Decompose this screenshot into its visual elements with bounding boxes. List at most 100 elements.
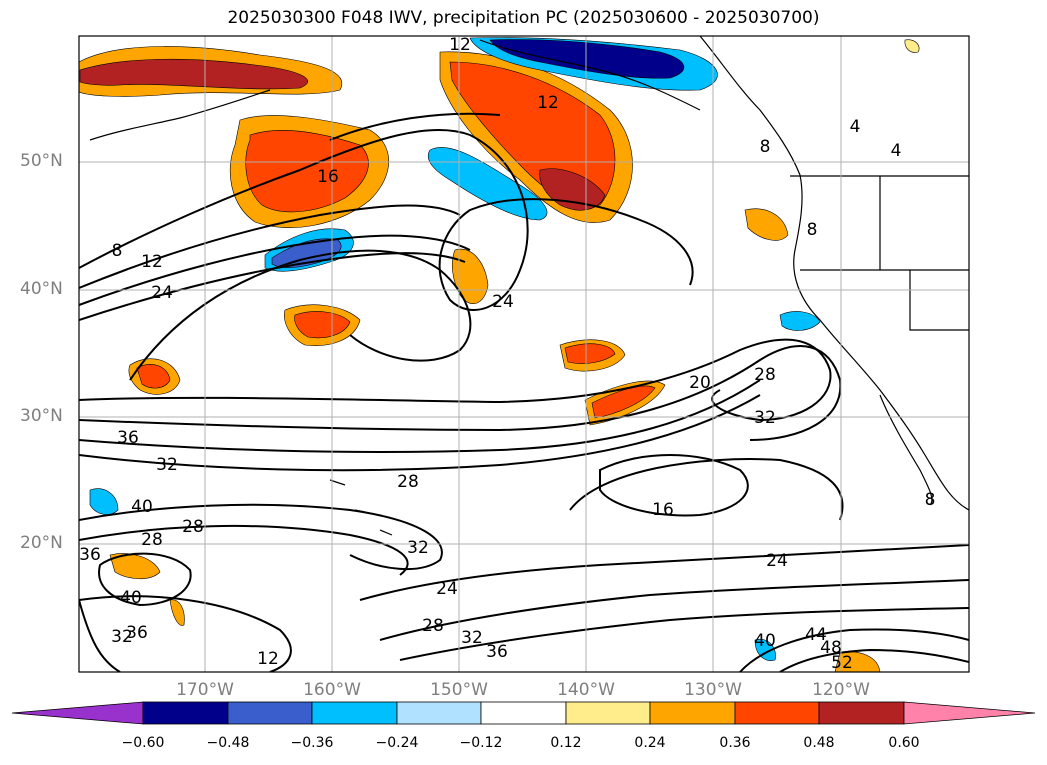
contour-line — [79, 128, 694, 311]
colorbar-tick: −0.60 — [121, 735, 165, 751]
contour-label: 4 — [850, 117, 861, 137]
contour-line — [779, 648, 969, 672]
contour-line — [79, 599, 121, 672]
contour-line — [79, 503, 443, 571]
lat-label-30n: 30°N — [20, 406, 63, 426]
colorbar-tick: −0.48 — [206, 735, 250, 751]
colorbar-segment — [565, 701, 651, 725]
contour-label: 8 — [112, 241, 123, 261]
lon-label-150w: 150°W — [430, 680, 488, 700]
colorbar-extend-low — [11, 701, 144, 725]
contour-line — [79, 524, 409, 576]
precip-negative-region — [489, 39, 685, 79]
colorbar-segment — [396, 701, 482, 725]
contour-label: 8 — [925, 490, 936, 510]
contour-label: 12 — [257, 649, 279, 669]
contour-label: 32 — [111, 627, 133, 647]
contour-label: 36 — [486, 642, 508, 662]
contour-label: 32 — [407, 538, 429, 558]
contour-line — [739, 628, 969, 672]
lon-label-170w: 170°W — [176, 680, 234, 700]
lon-label-160w: 160°W — [303, 680, 361, 700]
colorbar-tick: 0.24 — [634, 735, 666, 751]
contour-line — [79, 595, 292, 672]
precip-strong-region — [591, 385, 656, 419]
contour-label: 36 — [117, 428, 139, 448]
contour-label: 28 — [422, 616, 444, 636]
contour-label: 8 — [760, 137, 771, 157]
colorbar-segment — [480, 701, 567, 725]
colorbar-tick: 0.12 — [550, 735, 582, 751]
contour-label: 48 — [820, 638, 842, 658]
colorbar-tick: −0.24 — [375, 735, 419, 751]
contour-label: 16 — [317, 167, 339, 187]
colorbar-segment — [142, 701, 229, 725]
colorbar-tick: 0.48 — [803, 735, 835, 751]
precip-strong-region — [294, 311, 351, 339]
map-frame — [78, 35, 970, 673]
contour-label: 4 — [891, 141, 902, 161]
contour-line — [129, 249, 472, 381]
contour-label: 24 — [492, 292, 514, 312]
alaska-coast — [479, 39, 701, 111]
contour-label: 24 — [151, 283, 173, 303]
contour-label: 36 — [79, 545, 101, 565]
contour-line — [98, 552, 192, 607]
lat-label-40n: 40°N — [20, 279, 63, 299]
coastlines — [89, 36, 969, 536]
contour-labels: 12 12 16 8 12 24 24 20 28 32 36 32 28 16… — [79, 35, 936, 673]
north-america-coast — [699, 36, 969, 511]
contour-label: 12 — [141, 252, 163, 272]
contour-line — [569, 458, 844, 521]
contour-label: 24 — [766, 551, 788, 571]
contour-line — [79, 234, 471, 306]
contour-label: 32 — [461, 628, 483, 648]
contour-label: 28 — [754, 365, 776, 385]
precip-positive-region — [744, 208, 789, 241]
contour-label: 52 — [831, 653, 853, 673]
lon-label-130w: 130°W — [684, 680, 742, 700]
contour-line — [79, 252, 466, 321]
contour-label: 12 — [537, 93, 559, 113]
contour-label: 28 — [141, 530, 163, 550]
colorbar-segment — [818, 701, 905, 725]
contour-label: 24 — [436, 579, 458, 599]
contour-line — [599, 454, 749, 517]
lon-label-140w: 140°W — [557, 680, 615, 700]
contour-label: 16 — [652, 500, 674, 520]
contour-label: 12 — [449, 35, 471, 55]
precip-strong-region — [79, 58, 308, 90]
colorbar-segment — [734, 701, 820, 725]
contour-label: 36 — [126, 623, 148, 643]
contour-label: 40 — [754, 631, 776, 651]
precip-strong-region — [136, 364, 171, 389]
contour-label: 32 — [156, 455, 178, 475]
contour-label: 20 — [689, 373, 711, 393]
baja-peninsula — [879, 394, 933, 506]
contour-line — [399, 607, 969, 661]
contour-line — [79, 204, 461, 289]
colorbar-tick: −0.12 — [459, 735, 503, 751]
contour-line — [379, 579, 969, 641]
contour-label: 40 — [120, 588, 142, 608]
gridlines — [79, 36, 969, 672]
colorbar-segment — [649, 701, 736, 725]
contour-label: 44 — [805, 625, 827, 645]
colorbar-segment — [311, 701, 398, 725]
precip-strong-region — [449, 61, 616, 207]
colorbar-segment — [227, 701, 313, 725]
contour-label: 28 — [397, 472, 419, 492]
lat-label-20n: 20°N — [20, 533, 63, 553]
map-title: 2025030300 F048 IWV, precipitation PC (2… — [227, 8, 820, 28]
contour-line — [329, 112, 501, 141]
precip-positive-region — [904, 39, 920, 53]
precip-negative-region — [89, 488, 119, 515]
contour-label: 28 — [182, 517, 204, 537]
contour-label: 8 — [807, 220, 818, 240]
lat-label-50n: 50°N — [20, 151, 63, 171]
contour-line — [79, 345, 842, 441]
aleutian-islands — [89, 89, 271, 141]
precip-strong-region — [564, 343, 616, 364]
colorbar-tick: 0.60 — [888, 735, 920, 751]
